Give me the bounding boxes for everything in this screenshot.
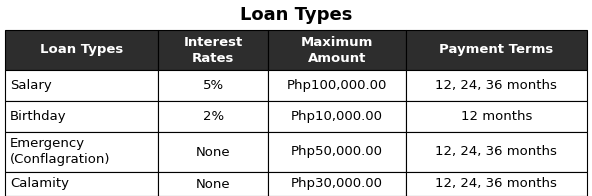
Bar <box>158 172 268 196</box>
Bar <box>158 70 268 101</box>
Bar <box>268 101 406 132</box>
Text: Emergency
(Conflagration): Emergency (Conflagration) <box>10 138 111 166</box>
Text: Php30,000.00: Php30,000.00 <box>291 178 382 191</box>
Bar <box>406 172 587 196</box>
Bar <box>158 101 268 132</box>
Text: Salary: Salary <box>10 79 52 92</box>
Bar <box>158 132 268 172</box>
Text: 5%: 5% <box>202 79 224 92</box>
Text: 12, 24, 36 months: 12, 24, 36 months <box>435 145 557 159</box>
Text: 2%: 2% <box>202 110 224 123</box>
Text: Maximum
Amount: Maximum Amount <box>301 35 373 64</box>
Text: Payment Terms: Payment Terms <box>439 44 554 56</box>
Bar <box>268 172 406 196</box>
Text: Interest
Rates: Interest Rates <box>184 35 243 64</box>
Text: 12, 24, 36 months: 12, 24, 36 months <box>435 178 557 191</box>
Text: None: None <box>196 178 230 191</box>
Text: 12 months: 12 months <box>461 110 532 123</box>
Bar <box>5 172 158 196</box>
Text: Php10,000.00: Php10,000.00 <box>291 110 382 123</box>
Text: Birthday: Birthday <box>10 110 67 123</box>
Bar <box>268 132 406 172</box>
Bar <box>268 30 406 70</box>
Bar <box>406 70 587 101</box>
Text: Calamity: Calamity <box>10 178 69 191</box>
Bar <box>406 132 587 172</box>
Bar <box>406 30 587 70</box>
Text: Php50,000.00: Php50,000.00 <box>291 145 382 159</box>
Text: Loan Types: Loan Types <box>240 6 352 24</box>
Bar <box>5 70 158 101</box>
Bar <box>5 101 158 132</box>
Bar <box>406 101 587 132</box>
Bar <box>5 132 158 172</box>
Text: Php100,000.00: Php100,000.00 <box>287 79 387 92</box>
Bar <box>268 70 406 101</box>
Bar <box>158 30 268 70</box>
Bar <box>5 30 158 70</box>
Text: 12, 24, 36 months: 12, 24, 36 months <box>435 79 557 92</box>
Text: Loan Types: Loan Types <box>40 44 123 56</box>
Text: None: None <box>196 145 230 159</box>
